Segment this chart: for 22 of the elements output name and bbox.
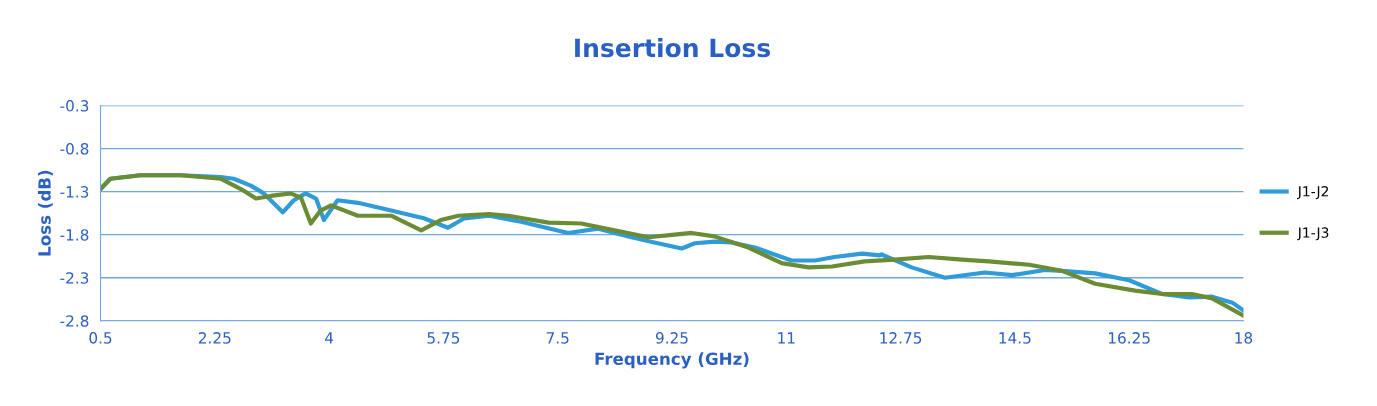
y-tick-label: -0.8 <box>60 143 89 155</box>
legend-label: J1-J2 <box>1297 186 1329 200</box>
chart-title: Insertion Loss <box>575 37 770 58</box>
y-tick-label: -0.3 <box>60 100 89 112</box>
x-tick-label: 9.25 <box>655 332 688 344</box>
y-tick-label: -1.3 <box>60 186 89 198</box>
x-tick-label: 0.5 <box>89 332 112 344</box>
y-tick-label: -2.8 <box>60 315 89 327</box>
x-tick-label: 5.75 <box>427 332 460 344</box>
y-tick-label: -2.3 <box>60 272 89 284</box>
x-tick-label: 14.5 <box>999 332 1031 344</box>
x-tick-label: 2.25 <box>198 332 231 344</box>
x-tick-label: 4 <box>324 332 334 344</box>
x-tick-label: 7.5 <box>546 332 569 344</box>
x-tick-label: 11 <box>778 332 795 344</box>
x-tick-label: 18 <box>1235 332 1253 344</box>
y-tick-label: -1.8 <box>60 229 89 241</box>
legend-label: J1-J3 <box>1297 227 1329 241</box>
x-tick-label: 16.25 <box>1108 332 1150 344</box>
x-tick-label: 12.75 <box>880 332 922 344</box>
x-axis-title: Frequency (GHz) <box>595 352 749 369</box>
y-axis-title: Loss (dB) <box>37 170 53 256</box>
